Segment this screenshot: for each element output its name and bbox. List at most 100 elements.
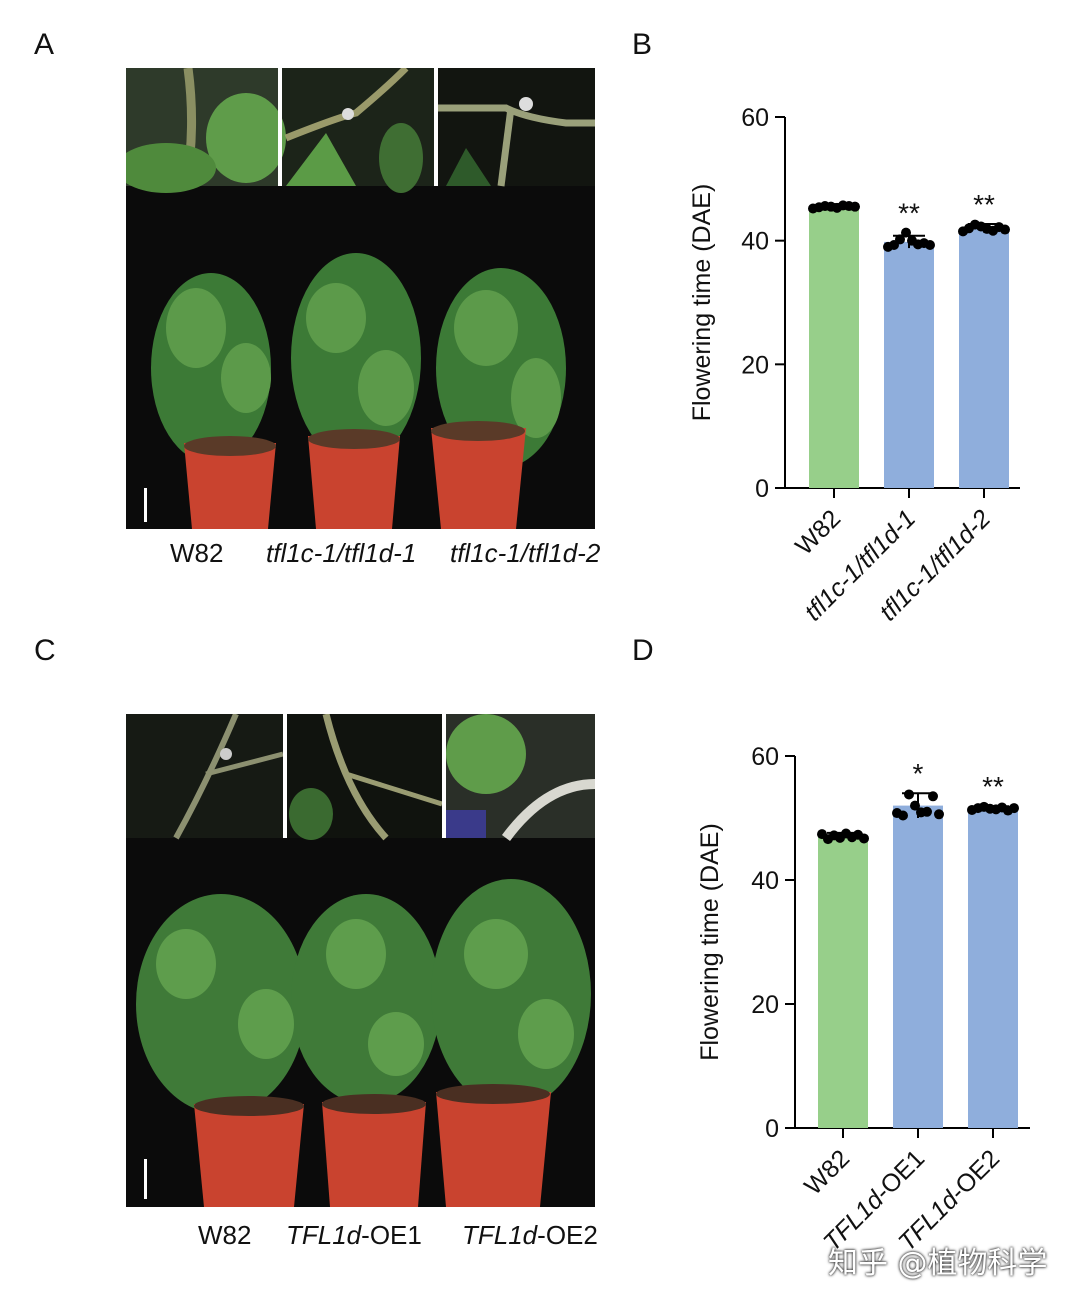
panel-letter-a: A — [34, 28, 55, 61]
data-point — [907, 235, 917, 246]
data-point — [985, 803, 995, 814]
significance-marker: ** — [973, 189, 995, 220]
significance-marker: ** — [898, 198, 920, 229]
data-point — [844, 201, 854, 212]
y-axis-label: Flowering time (DAE) — [688, 184, 716, 422]
bar — [893, 805, 943, 1128]
data-point — [1003, 805, 1013, 816]
label-part: tfl1c-1/tfl1d-2 — [450, 538, 601, 568]
data-point — [967, 804, 977, 815]
data-point — [925, 239, 935, 250]
photo-panel-a — [126, 68, 595, 529]
data-point — [901, 227, 911, 238]
data-point — [997, 802, 1007, 813]
label-part: TFL1d — [286, 1220, 362, 1250]
plant-photo-a — [126, 68, 595, 529]
data-point — [913, 239, 923, 250]
data-point — [973, 803, 983, 814]
significance-marker: * — [913, 758, 924, 789]
data-point — [922, 806, 932, 817]
label-part: -OE1 — [361, 1220, 422, 1250]
photo-c-label-oe2: TFL1d-OE2 — [462, 1220, 598, 1251]
data-point — [934, 809, 944, 820]
label-part: -OE2 — [537, 1220, 598, 1250]
data-point — [817, 829, 827, 840]
data-point — [982, 223, 992, 234]
data-point — [832, 202, 842, 213]
panel-letter-b: B — [632, 28, 653, 61]
data-point — [928, 791, 938, 802]
category-label-part: tfl1c-1/tfl1d-1 — [799, 504, 921, 626]
data-point — [979, 801, 989, 812]
data-point — [910, 800, 920, 811]
category-label: tfl1c-1/tfl1d-1 — [799, 504, 921, 626]
bar — [818, 836, 868, 1128]
plant-photo-c — [126, 714, 595, 1207]
label-part: TFL1d — [462, 1220, 538, 1250]
watermark-text: 知乎 @植物科学 — [828, 1246, 1048, 1281]
photo-panel-c — [126, 714, 595, 1207]
data-point — [883, 241, 893, 252]
y-tick-label: 0 — [765, 1115, 779, 1143]
panel-letter-d: D — [632, 634, 654, 667]
data-point — [916, 807, 926, 818]
data-point — [970, 219, 980, 230]
data-point — [919, 238, 929, 249]
data-point — [1009, 803, 1019, 814]
data-point — [892, 808, 902, 819]
bar — [968, 808, 1018, 1128]
category-label-part: W82 — [790, 504, 846, 560]
data-point — [808, 203, 818, 214]
data-point — [841, 828, 851, 839]
data-point — [847, 832, 857, 843]
bar — [884, 241, 934, 488]
category-label-part: -OE1 — [869, 1144, 930, 1205]
photo-a-label-line1: tfl1c-1/tfl1d-1 — [266, 538, 416, 569]
data-point — [823, 834, 833, 845]
data-point — [898, 810, 908, 821]
data-point — [850, 201, 860, 212]
data-point — [859, 833, 869, 844]
panel-letter-c: C — [34, 634, 56, 667]
photo-c-label-oe1: TFL1d-OE1 — [286, 1220, 422, 1251]
data-point — [991, 804, 1001, 815]
data-point — [904, 789, 914, 800]
category-label: tfl1c-1/tfl1d-2 — [874, 504, 996, 626]
y-tick-label: 20 — [741, 351, 769, 379]
y-tick-label: 20 — [751, 991, 779, 1019]
data-point — [829, 830, 839, 841]
data-point — [895, 234, 905, 245]
category-label: W82 — [799, 1144, 855, 1200]
data-point — [826, 201, 836, 212]
y-tick-label: 40 — [751, 867, 779, 895]
photo-a-label-w82: W82 — [170, 538, 223, 569]
y-axis-label: Flowering time (DAE) — [696, 823, 724, 1061]
photo-c-label-w82: W82 — [198, 1220, 251, 1251]
data-point — [994, 222, 1004, 233]
y-tick-label: 0 — [755, 475, 769, 503]
label-part: tfl1c-1/tfl1d-1 — [266, 538, 417, 568]
y-tick-label: 60 — [751, 743, 779, 771]
label-part: W82 — [170, 538, 224, 568]
data-point — [976, 221, 986, 232]
bar — [809, 206, 859, 489]
label-part: W82 — [198, 1220, 252, 1250]
bar — [959, 228, 1009, 489]
data-point — [853, 829, 863, 840]
category-label-part: W82 — [799, 1144, 855, 1200]
y-tick-label: 40 — [741, 228, 769, 256]
data-point — [964, 223, 974, 234]
category-label-part: -OE2 — [944, 1144, 1005, 1205]
category-label-part: tfl1c-1/tfl1d-2 — [874, 504, 996, 626]
y-tick-label: 60 — [741, 104, 769, 132]
data-point — [1000, 224, 1010, 235]
data-point — [838, 200, 848, 211]
category-label: W82 — [790, 504, 846, 560]
data-point — [988, 225, 998, 236]
data-point — [820, 201, 830, 212]
data-point — [814, 202, 824, 213]
significance-marker: ** — [982, 771, 1004, 802]
data-point — [835, 832, 845, 843]
data-point — [958, 226, 968, 237]
photo-a-label-line2: tfl1c-1/tfl1d-2 — [450, 538, 600, 569]
